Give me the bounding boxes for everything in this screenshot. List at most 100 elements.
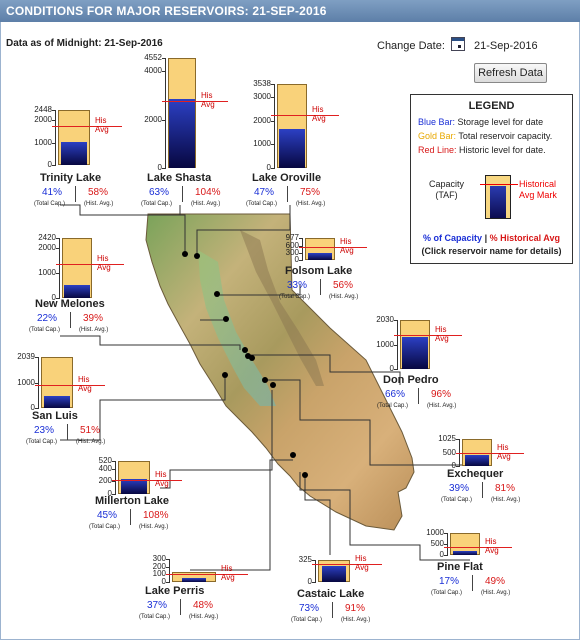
trinity-lake-divider xyxy=(75,186,76,202)
new-melones-tick-mark xyxy=(56,273,60,275)
new-melones-divider xyxy=(70,312,71,328)
don-pedro-dot xyxy=(245,353,251,359)
lake-perris-total-cap-label: (Total Cap.) xyxy=(139,614,171,620)
new-melones-hist-label: His Avg xyxy=(97,254,111,273)
don-pedro-tick-label: 1000 xyxy=(376,339,394,349)
millerton-lake-tick-label: 200 xyxy=(98,476,112,486)
don-pedro-pct-capacity: 66% xyxy=(385,389,406,400)
lake-shasta-tick-label: 4000 xyxy=(144,66,162,76)
castaic-lake-tick-mark xyxy=(312,560,316,561)
pine-flat-total-cap-label: (Total Cap.) xyxy=(431,590,463,596)
don-pedro-storage-bar xyxy=(402,336,428,369)
don-pedro-tick-mark xyxy=(394,344,398,346)
exchequer-total-cap-label: (Total Cap.) xyxy=(441,497,473,503)
lake-perris-axis xyxy=(169,559,170,582)
folsom-lake-tick-label: 600 xyxy=(285,241,299,251)
pine-flat-hist-avg-label: (Hist. Avg.) xyxy=(481,590,511,596)
new-melones-name-link[interactable]: New Melones xyxy=(35,298,105,310)
folsom-lake-tick-mark xyxy=(299,246,303,248)
lake-oroville-tick-label: 0 xyxy=(266,163,271,172)
lake-oroville-total-cap-label: (Total Cap.) xyxy=(246,201,278,207)
legend-blue: Blue Bar: Storage level for date xyxy=(418,117,543,127)
folsom-lake-storage-bar xyxy=(308,252,332,260)
folsom-lake-tick-mark xyxy=(299,260,303,261)
trinity-lake-tick-label: 0 xyxy=(47,160,52,169)
refresh-data-button[interactable]: Refresh Data xyxy=(474,63,547,83)
exchequer-pct-capacity: 39% xyxy=(449,483,470,494)
lake-perris-tick-label: 100 xyxy=(152,569,166,579)
legend-title: LEGEND xyxy=(468,100,515,112)
lake-oroville-storage-bar xyxy=(279,128,305,168)
lake-shasta-storage-bar xyxy=(169,98,195,168)
castaic-lake-storage-bar xyxy=(322,565,346,582)
exchequer-pct-historical: 81% xyxy=(495,483,516,494)
calendar-icon[interactable] xyxy=(451,37,465,51)
trinity-lake-hist-avg-label: (Hist. Avg.) xyxy=(84,201,114,207)
legend-red-label: Red Line: xyxy=(418,145,457,155)
lake-shasta-pct-capacity: 63% xyxy=(149,187,170,198)
san-luis-tick-mark xyxy=(35,382,39,384)
new-melones-axis xyxy=(59,238,60,298)
trinity-lake-total-cap-label: (Total Cap.) xyxy=(34,201,66,207)
legend-gold: Gold Bar: Total reservoir capacity. xyxy=(418,131,552,141)
don-pedro-tick-mark xyxy=(394,320,398,321)
millerton-lake-tick-mark xyxy=(112,468,116,470)
lake-perris-tick-label: 300 xyxy=(152,554,166,563)
legend-sample-blue xyxy=(490,186,506,218)
lake-oroville-hist-label: His Avg xyxy=(312,105,326,124)
legend-note: (Click reservoir name for details) xyxy=(421,246,562,256)
lake-shasta-axis xyxy=(165,58,166,168)
millerton-lake-hist-line xyxy=(112,480,182,482)
change-date-label: Change Date: xyxy=(377,40,445,52)
don-pedro-axis xyxy=(397,320,398,369)
trinity-lake-pct-capacity: 41% xyxy=(42,187,63,198)
lake-oroville-pct-historical: 75% xyxy=(300,187,321,198)
pine-flat-tick-label: 1000 xyxy=(426,528,444,537)
pine-flat-name-link[interactable]: Pine Flat xyxy=(437,561,483,573)
pine-flat-storage-bar xyxy=(453,551,477,555)
exchequer-name-link[interactable]: Exchequer xyxy=(447,468,504,480)
don-pedro-tick-label: 0 xyxy=(389,364,394,373)
legend-capacity-text: Capacity xyxy=(429,179,465,189)
millerton-lake-total-cap-label: (Total Cap.) xyxy=(89,524,121,530)
lake-shasta-tick-mark xyxy=(162,119,166,121)
lake-perris-name-link[interactable]: Lake Perris xyxy=(145,585,205,597)
don-pedro-tick-mark xyxy=(394,369,398,370)
lake-oroville-tick-mark xyxy=(271,144,275,146)
millerton-lake-axis xyxy=(115,461,116,494)
exchequer-tick-label: 500 xyxy=(442,447,456,457)
don-pedro-name-link[interactable]: Don Pedro xyxy=(383,374,439,386)
exchequer-divider xyxy=(482,482,483,498)
castaic-lake-tick-label: 325 xyxy=(298,555,312,564)
lake-oroville-tick-mark xyxy=(271,168,275,169)
lake-oroville-divider xyxy=(287,186,288,202)
castaic-lake-axis xyxy=(315,560,316,582)
lake-shasta-tick-mark xyxy=(162,71,166,73)
new-melones-storage-bar xyxy=(64,284,90,298)
new-melones-total-cap-label: (Total Cap.) xyxy=(29,327,61,333)
lake-perris-tick-label: 200 xyxy=(152,561,166,571)
folsom-lake-name-link[interactable]: Folsom Lake xyxy=(285,265,353,277)
trinity-lake-name-link[interactable]: Trinity Lake xyxy=(40,172,102,184)
lake-shasta-hist-avg-label: (Hist. Avg.) xyxy=(191,201,221,207)
castaic-dot xyxy=(290,452,296,458)
castaic-lake-divider xyxy=(332,602,333,618)
new-melones-hist-line xyxy=(56,264,124,266)
folsom-lake-tick-label: 300 xyxy=(285,248,299,258)
change-date-value[interactable]: 21-Sep-2016 xyxy=(474,40,538,52)
folsom-lake-tick-label: 0 xyxy=(294,255,299,264)
lake-shasta-tick-label: 2000 xyxy=(144,114,162,124)
trinity-lake-tick-label: 2448 xyxy=(34,105,52,114)
castaic-lake-name-link[interactable]: Castaic Lake xyxy=(297,588,365,600)
folsom-lake-total-cap-label: (Total Cap.) xyxy=(279,294,311,300)
castaic-lake-hist-line xyxy=(312,564,382,566)
lake-shasta-name-link[interactable]: Lake Shasta xyxy=(147,172,212,184)
legend-capacity-label: Capacity (TAF) xyxy=(429,179,464,201)
trinity-lake-tick-label: 2000 xyxy=(34,115,52,125)
lake-oroville-name-link[interactable]: Lake Oroville xyxy=(252,172,322,184)
millerton-lake-hist-label: His Avg xyxy=(155,470,169,489)
legend-foot-hist: % Historical Avg xyxy=(489,233,560,243)
millerton-lake-name-link[interactable]: Millerton Lake xyxy=(95,495,169,507)
oroville-dot xyxy=(214,291,220,297)
san-luis-name-link[interactable]: San Luis xyxy=(32,410,78,422)
